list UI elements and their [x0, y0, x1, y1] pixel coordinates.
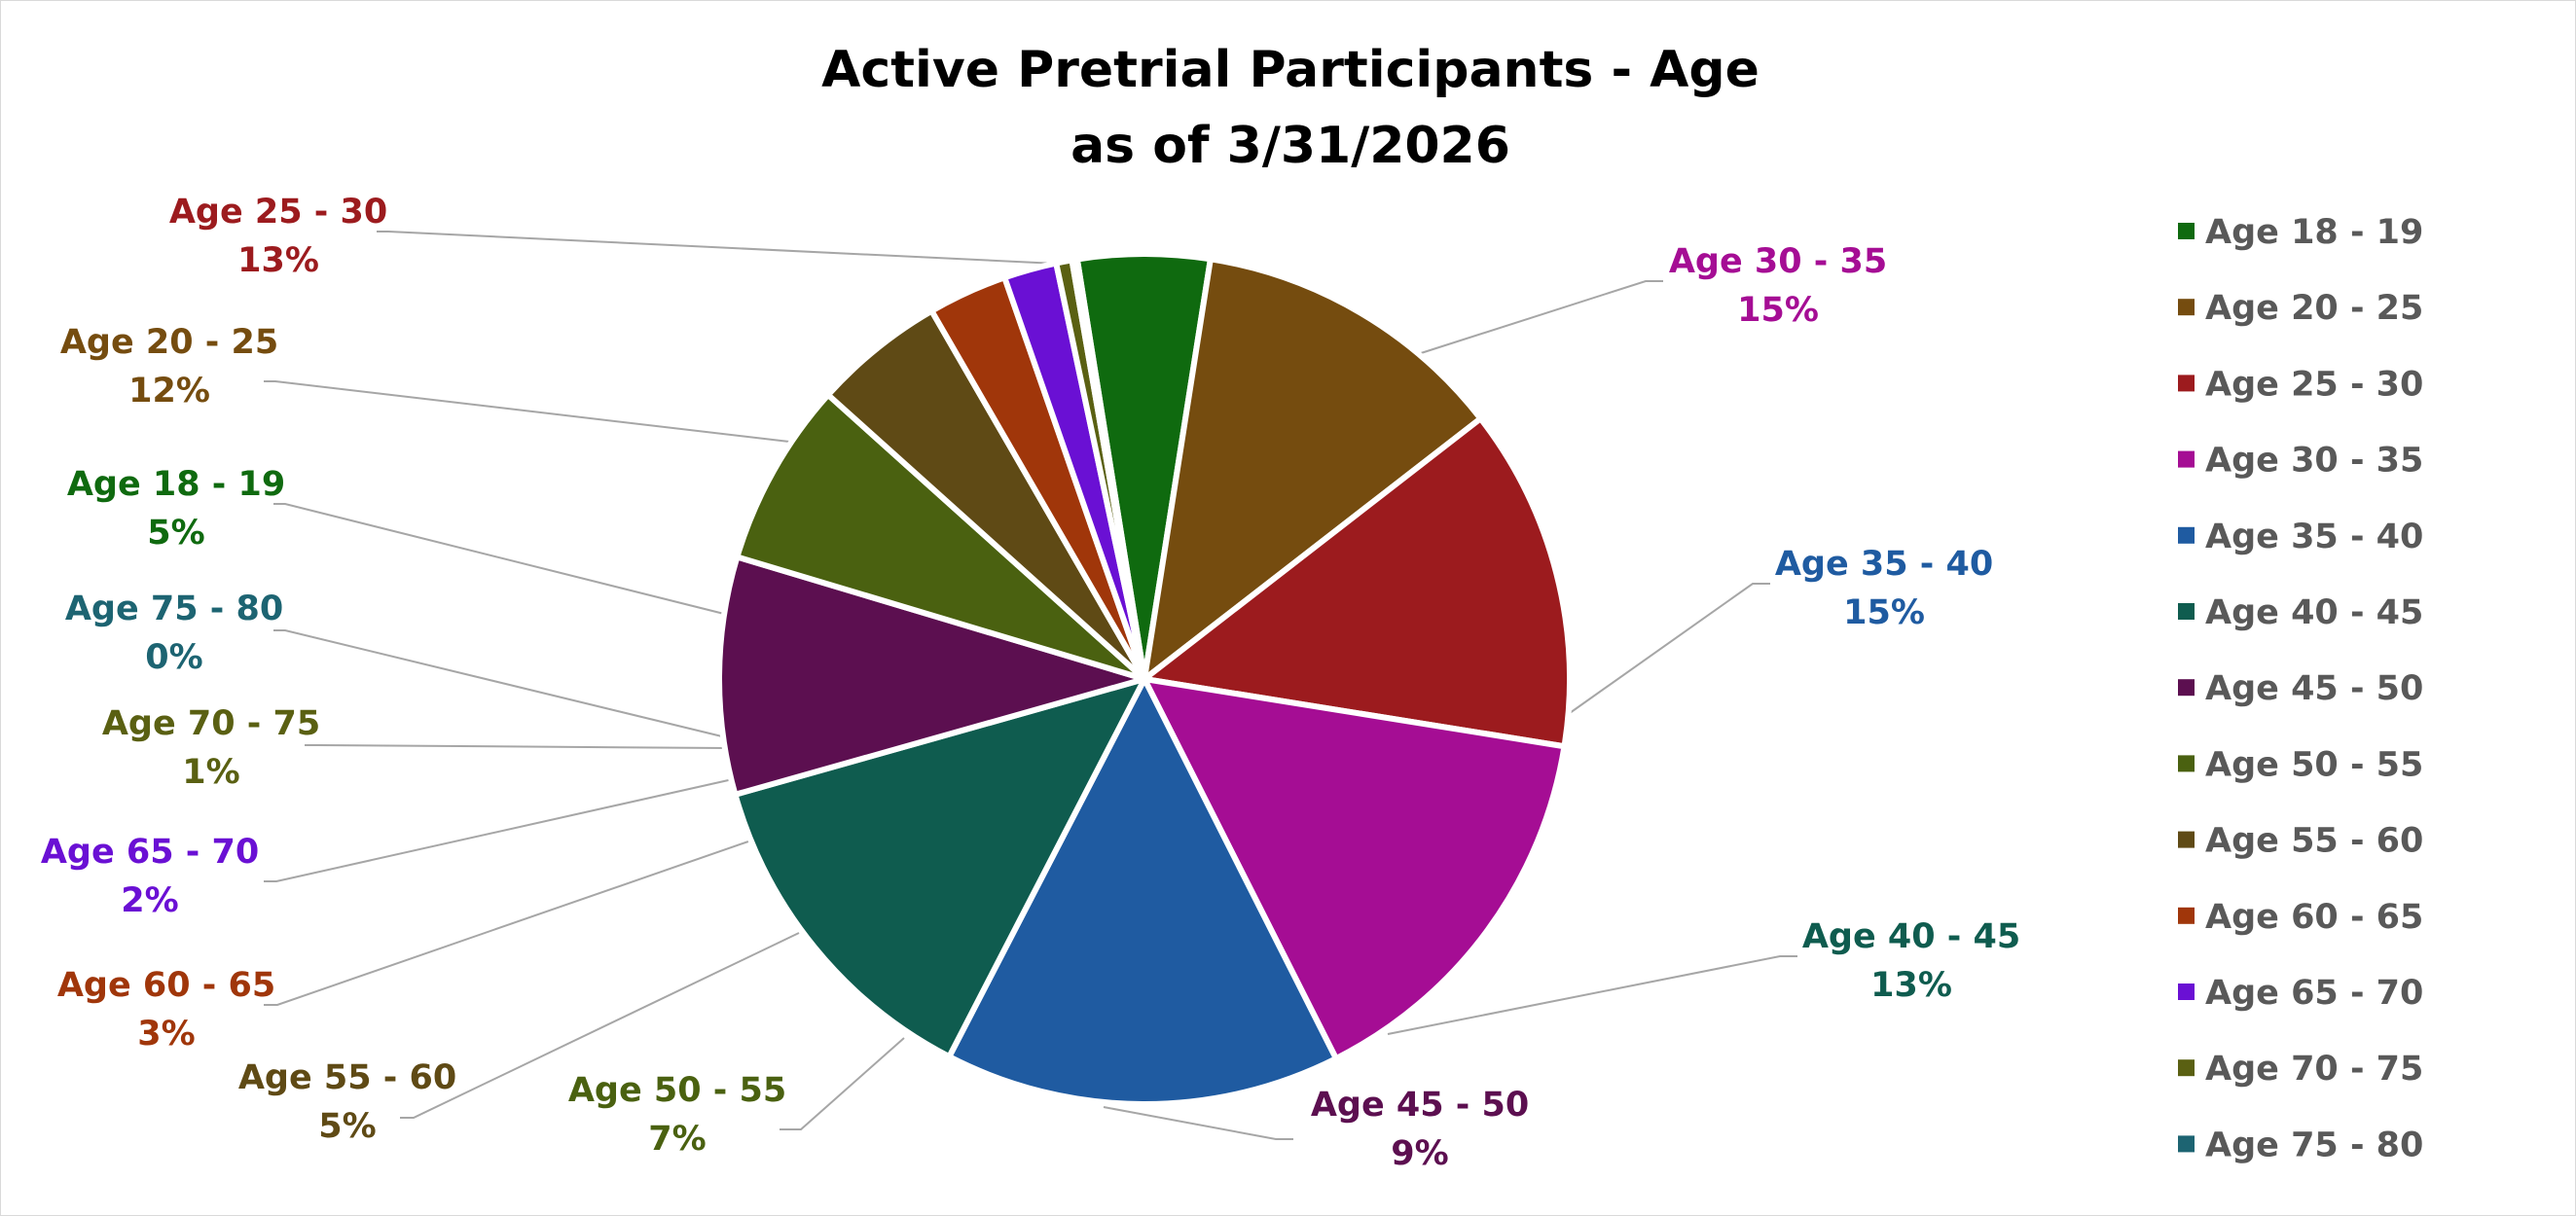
data-label-name: Age 20 - 25 [60, 323, 278, 362]
legend-label: Age 75 - 80 [2205, 1126, 2423, 1164]
data-label-percent: 1% [182, 753, 239, 792]
data-label-name: Age 70 - 75 [102, 704, 320, 743]
data-label-percent: 7% [648, 1120, 706, 1159]
data-label-percent: 3% [137, 1015, 195, 1054]
legend: Age 18 - 19 Age 20 - 25 Age 25 - 30 Age 30 … [2178, 213, 2423, 1164]
pie-slice-age-40-45 [732, 676, 1147, 1060]
leader-line [264, 840, 749, 1006]
legend-swatch [2178, 907, 2195, 924]
data-label-percent: 13% [1870, 966, 1952, 1005]
legend-swatch [2178, 984, 2195, 1000]
leader-line [1417, 280, 1663, 355]
legend-swatch [2178, 679, 2195, 697]
legend-label: Age 60 - 65 [2205, 898, 2423, 937]
pie-slice-age-20-25 [1142, 256, 1484, 682]
data-label-name: Age 30 - 35 [1669, 242, 1887, 281]
pie-slice-age-50-55 [734, 391, 1147, 682]
pie-slice-age-25-30 [1142, 415, 1573, 750]
legend-label: Age 70 - 75 [2205, 1050, 2423, 1089]
legend-label: Age 20 - 25 [2205, 289, 2423, 328]
data-label-name: Age 50 - 55 [568, 1071, 786, 1110]
legend-swatch [2178, 299, 2195, 316]
data-label-name: Age 18 - 19 [67, 465, 285, 504]
leader-line [377, 231, 1058, 265]
leader-line [1387, 955, 1797, 1035]
legend-label: Age 40 - 45 [2205, 593, 2423, 632]
legend-swatch [2178, 1059, 2195, 1077]
pie-slice-age-75-80 [1069, 256, 1147, 682]
data-label-name: Age 55 - 60 [238, 1058, 456, 1097]
legend-swatch [2178, 223, 2195, 239]
data-label-percent: 2% [121, 881, 178, 920]
leader-line [780, 1037, 905, 1130]
pie-slice-age-45-50 [716, 554, 1147, 798]
data-label-percent: 15% [1737, 291, 1819, 330]
pie-slices [716, 250, 1573, 1107]
leader-line [305, 744, 729, 749]
legend-swatch [2178, 1135, 2195, 1153]
leader-line [1569, 583, 1770, 714]
legend-swatch [2178, 755, 2195, 772]
data-label-percent: 5% [147, 514, 204, 553]
leader-line [264, 380, 790, 443]
legend-swatch [2178, 831, 2195, 848]
pie-slice-age-35-40 [946, 676, 1339, 1107]
legend-label: Age 65 - 70 [2205, 974, 2423, 1013]
legend-swatch [2178, 450, 2195, 468]
data-label-name: Age 60 - 65 [57, 966, 275, 1005]
legend-label: Age 18 - 19 [2205, 213, 2423, 252]
data-label-name: Age 40 - 45 [1802, 917, 2020, 956]
data-label-name: Age 65 - 70 [41, 833, 259, 872]
leader-line [273, 503, 737, 618]
chart-title-line1: Active Pretrial Participants - Age [821, 41, 1760, 99]
data-label-name: Age 25 - 30 [169, 193, 387, 232]
data-label-percent: 13% [237, 241, 319, 280]
leader-line [400, 932, 800, 1119]
legend-swatch [2178, 603, 2195, 620]
legend-label: Age 50 - 55 [2205, 745, 2423, 784]
legend-label: Age 30 - 35 [2205, 442, 2423, 481]
chart-title-line2: as of 3/31/2026 [1070, 117, 1510, 175]
data-label-percent: 5% [318, 1107, 376, 1146]
leader-line [273, 629, 727, 738]
data-label-name: Age 75 - 80 [65, 590, 283, 628]
legend-label: Age 35 - 40 [2205, 518, 2423, 556]
data-label-percent: 12% [128, 372, 210, 411]
leader-line [264, 778, 734, 882]
data-label-percent: 15% [1843, 593, 1925, 632]
leader-lines [264, 231, 1797, 1140]
leader-line [1103, 1106, 1293, 1140]
data-labels: Age 18 - 19 5% Age 20 - 25 12% Age 25 - 30 13… [41, 193, 2020, 1173]
legend-swatch [2178, 375, 2195, 392]
legend-label: Age 55 - 60 [2205, 822, 2423, 861]
data-label-name: Age 45 - 50 [1311, 1086, 1529, 1125]
legend-label: Age 45 - 50 [2205, 669, 2423, 708]
legend-swatch [2178, 526, 2195, 544]
legend-label: Age 25 - 30 [2205, 365, 2423, 404]
data-label-name: Age 35 - 40 [1775, 545, 1993, 584]
pie-slice-age-30-35 [1142, 676, 1568, 1062]
data-label-percent: 9% [1391, 1134, 1448, 1173]
data-label-percent: 0% [145, 638, 202, 677]
